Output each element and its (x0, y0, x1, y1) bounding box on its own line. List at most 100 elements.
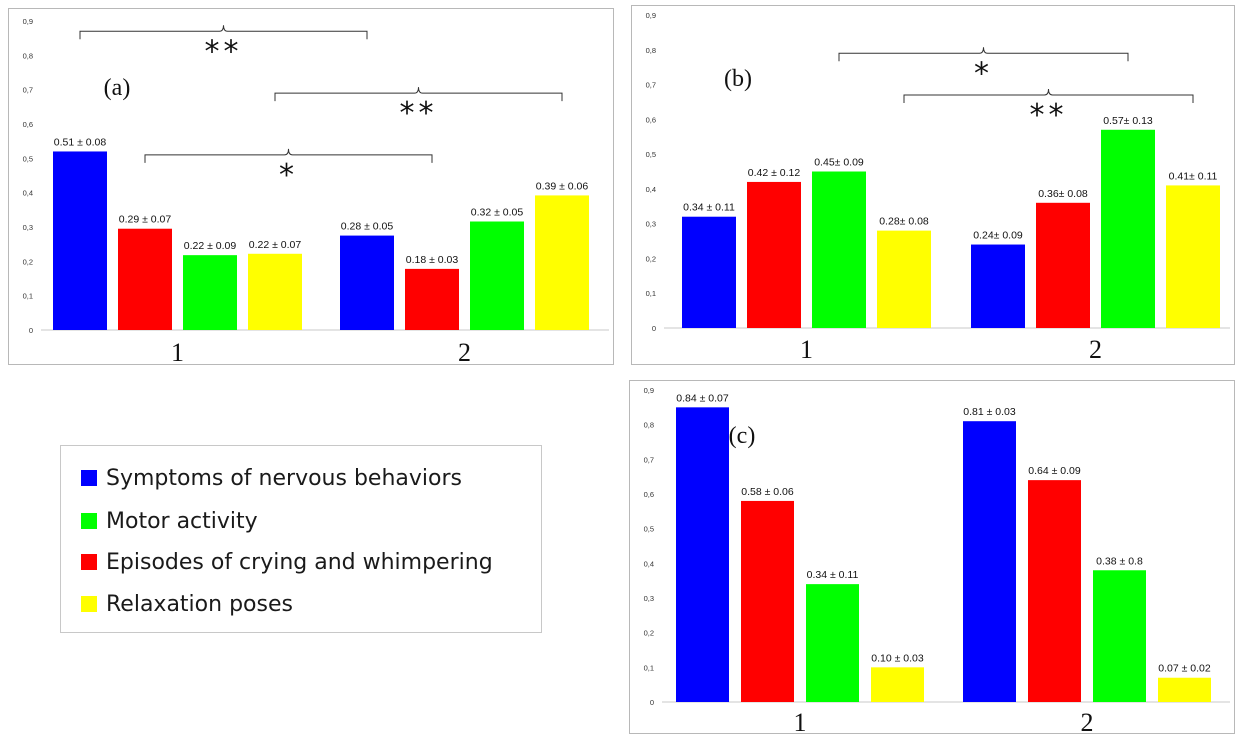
legend-item-motor: Motor activity (81, 506, 258, 536)
legend-label: Episodes of crying and whimpering (106, 549, 493, 575)
bar (535, 195, 589, 330)
y-tick-label: 0,4 (23, 189, 33, 198)
y-tick-label: 0,8 (644, 421, 654, 430)
y-tick-label: 0,9 (644, 386, 654, 395)
category-label: 1 (794, 708, 807, 733)
panel-label: (a) (104, 75, 131, 101)
bar (747, 181, 801, 328)
significance-mark: * (974, 56, 993, 91)
legend-item-nervous: Symptoms of nervous behaviors (81, 463, 462, 493)
chart-panel-b: 0 0,1 0,2 0,3 0,4 0,5 0,6 0,7 0,8 0,9 0.34 ± 0.11 0… (631, 5, 1235, 365)
category-label: 2 (458, 338, 471, 364)
bar (53, 151, 107, 330)
significance-bracket (903, 88, 1194, 103)
legend-swatch-red (81, 554, 97, 570)
y-tick-label: 0,3 (644, 594, 654, 603)
bar-value-label: 0.34 ± 0.11 (683, 202, 735, 214)
y-tick-label: 0 (650, 698, 654, 707)
legend-item-crying: Episodes of crying and whimpering (81, 547, 493, 577)
bar (1158, 677, 1211, 702)
bar-value-label: 0.38 ± 0.8 (1096, 555, 1143, 567)
y-tick-label: 0,6 (646, 115, 656, 124)
bar-value-label: 0.22 ± 0.09 (184, 240, 237, 252)
legend-label: Motor activity (106, 508, 258, 534)
y-tick-label: 0,1 (644, 663, 654, 672)
chart-panel-c: 0 0,1 0,2 0,3 0,4 0,5 0,6 0,7 0,8 0,9 0.84 ± 0.07 0… (629, 380, 1235, 734)
significance-bracket (838, 47, 1129, 62)
y-tick-label: 0,9 (646, 11, 656, 20)
bar-value-label: 0.28 ± 0.05 (341, 221, 394, 233)
bar (470, 221, 524, 330)
y-tick-label: 0 (652, 324, 656, 333)
legend-label: Symptoms of nervous behaviors (106, 465, 462, 491)
bar (340, 235, 394, 330)
bar-value-label: 0.29 ± 0.07 (119, 214, 172, 226)
panel-label: (b) (724, 66, 752, 92)
bar (118, 228, 172, 330)
y-tick-label: 0,2 (23, 257, 33, 266)
y-tick-label: 0 (29, 326, 33, 335)
category-label: 1 (800, 335, 813, 364)
bar (971, 244, 1025, 328)
legend-swatch-green (81, 513, 97, 529)
bar-chart-a: 0 0,1 0,2 0,3 0,4 0,5 0,6 0,7 0,8 0,9 0.51 ± 0.08 0… (23, 17, 609, 364)
y-tick-label: 0,7 (646, 81, 656, 90)
y-tick-label: 0,6 (644, 490, 654, 499)
legend-label: Relaxation poses (106, 591, 293, 617)
significance-mark: ** (400, 96, 438, 131)
legend-item-relaxation: Relaxation poses (81, 589, 293, 619)
bar-value-label: 0.51 ± 0.08 (54, 136, 107, 148)
bar-value-label: 0.18 ± 0.03 (406, 254, 459, 266)
y-tick-label: 0,2 (646, 254, 656, 263)
y-tick-label: 0,1 (646, 289, 656, 298)
bar-value-label: 0.32 ± 0.05 (471, 207, 524, 219)
bar-chart-b: 0 0,1 0,2 0,3 0,4 0,5 0,6 0,7 0,8 0,9 0.34 ± 0.11 0… (646, 11, 1230, 364)
significance-bracket (144, 148, 433, 163)
bar-value-label: 0.07 ± 0.02 (1158, 663, 1211, 675)
bar-value-label: 0.45± 0.09 (814, 157, 864, 169)
bar (1166, 185, 1220, 328)
y-tick-label: 0,1 (23, 292, 33, 301)
panel-label: (c) (729, 423, 756, 449)
bar (183, 255, 237, 330)
bar-value-label: 0.57± 0.13 (1103, 115, 1153, 127)
bar (1093, 570, 1146, 702)
y-tick-label: 0,3 (23, 223, 33, 232)
y-tick-label: 0,2 (644, 629, 654, 638)
y-tick-label: 0,3 (646, 220, 656, 229)
bar-value-label: 0.39 ± 0.06 (536, 180, 589, 192)
legend: Symptoms of nervous behaviors Motor acti… (60, 445, 542, 633)
legend-swatch-blue (81, 470, 97, 486)
bar-value-label: 0.36± 0.08 (1038, 188, 1088, 200)
bar (405, 268, 459, 330)
y-tick-label: 0,4 (644, 559, 654, 568)
bar (1101, 129, 1155, 328)
bar-value-label: 0.41± 0.11 (1169, 170, 1218, 182)
y-tick-label: 0,8 (646, 46, 656, 55)
bar-value-label: 0.81 ± 0.03 (963, 406, 1016, 418)
significance-bracket (274, 87, 563, 102)
bar (877, 230, 931, 328)
bar (1036, 202, 1090, 328)
bar-value-label: 0.28± 0.08 (879, 216, 929, 228)
legend-swatch-yellow (81, 596, 97, 612)
category-label: 2 (1081, 708, 1094, 733)
bar (1028, 480, 1081, 702)
y-tick-label: 0,7 (644, 455, 654, 464)
category-label: 1 (171, 338, 184, 364)
bar-value-label: 0.22 ± 0.07 (249, 239, 302, 251)
chart-panel-a: 0 0,1 0,2 0,3 0,4 0,5 0,6 0,7 0,8 0,9 0.51 ± 0.08 0… (8, 8, 614, 365)
bar-value-label: 0.24± 0.09 (973, 230, 1023, 242)
bar (682, 216, 736, 328)
bar (806, 584, 859, 702)
bar (871, 667, 924, 702)
category-label: 2 (1089, 335, 1102, 364)
y-tick-label: 0,8 (23, 51, 33, 60)
y-tick-label: 0,4 (646, 185, 656, 194)
bar-value-label: 0.34 ± 0.11 (807, 569, 859, 581)
y-tick-label: 0,5 (23, 154, 33, 163)
bar (248, 253, 302, 330)
bar (741, 500, 794, 702)
bar-chart-c: 0 0,1 0,2 0,3 0,4 0,5 0,6 0,7 0,8 0,9 0.84 ± 0.07 0… (644, 386, 1230, 733)
bar-value-label: 0.10 ± 0.03 (871, 652, 924, 664)
